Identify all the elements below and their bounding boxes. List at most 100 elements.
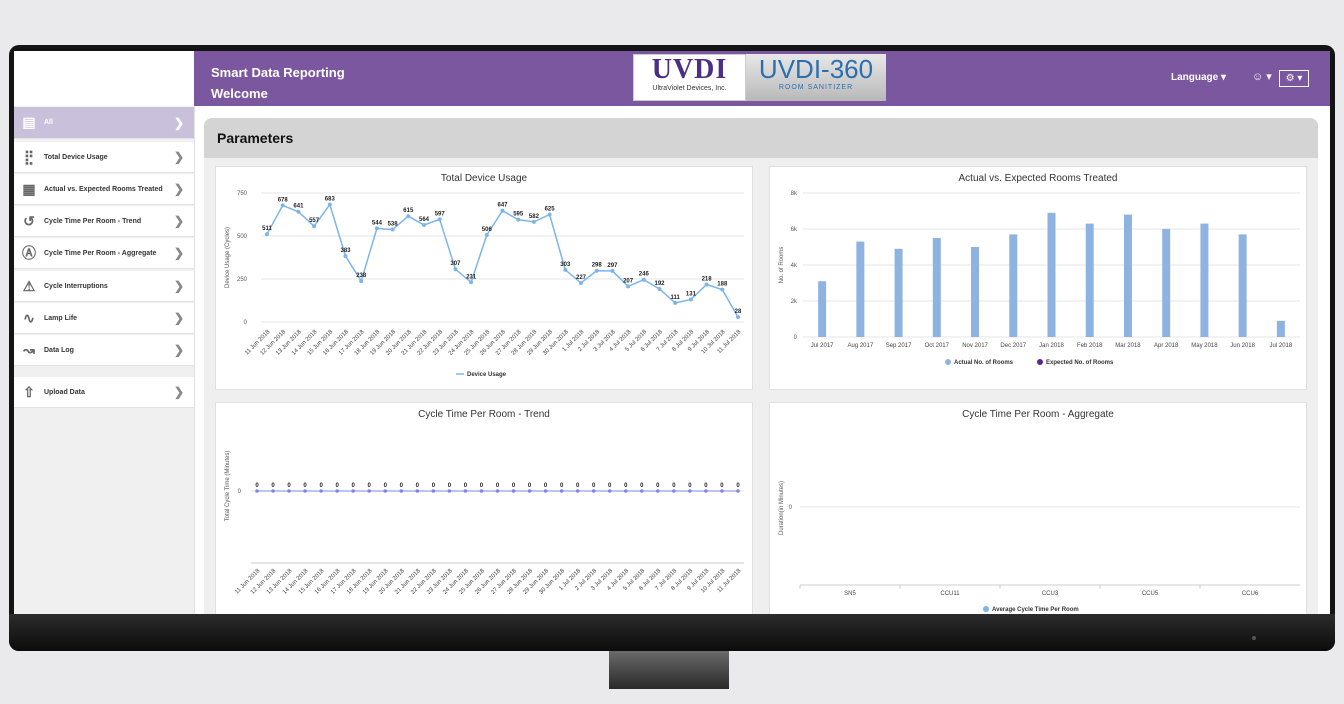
sidebar-item-label: Cycle Time Per Room - Trend <box>44 217 142 225</box>
bar-actual <box>1009 234 1018 337</box>
sidebar-item-cycle-time-aggregate[interactable]: Ⓐ Cycle Time Per Room - Aggregate ❯ <box>14 238 194 269</box>
sidebar-item-cycle-time-trend[interactable]: ↺ Cycle Time Per Room - Trend ❯ <box>14 206 194 237</box>
data-label: 0 <box>704 483 708 489</box>
data-point <box>287 489 291 493</box>
data-point <box>543 489 548 493</box>
data-label: 0 <box>255 483 259 489</box>
data-point <box>559 489 564 493</box>
data-point <box>547 212 552 217</box>
data-label: 506 <box>482 227 493 233</box>
data-point <box>390 227 395 232</box>
data-label: 111 <box>671 295 681 301</box>
x-tick-label: Sep 2017 <box>886 343 912 349</box>
legend-marker <box>1037 359 1043 365</box>
y-tick-label: 0 <box>789 505 793 511</box>
data-point <box>610 268 615 273</box>
y-tick-label: 6k <box>791 227 798 233</box>
data-point <box>437 217 442 222</box>
bar-actual <box>1238 234 1247 337</box>
data-point <box>343 254 348 259</box>
chevron-right-icon: ❯ <box>174 279 185 293</box>
data-point <box>563 267 568 272</box>
data-point <box>640 489 644 493</box>
chart-title: Cycle Time Per Room - Trend <box>418 409 550 420</box>
x-tick-label: CCU3 <box>1042 591 1059 597</box>
chart-title: Actual vs. Expected Rooms Treated <box>959 173 1118 184</box>
sidebar-item-actual-vs-expected[interactable]: ▦ Actual vs. Expected Rooms Treated ❯ <box>14 174 194 205</box>
data-label: 383 <box>340 248 351 254</box>
data-point <box>479 489 484 493</box>
uvdi-360-logo-subtext: ROOM SANITIZER <box>778 84 854 91</box>
data-label: 246 <box>639 272 650 278</box>
data-label: 647 <box>497 203 508 209</box>
sidebar-item-cycle-interruptions[interactable]: ⚠ Cycle Interruptions ❯ <box>14 271 194 302</box>
sidebar-item-label: Actual vs. Expected Rooms Treated <box>44 185 163 193</box>
rooms-icon: ▦ <box>22 180 36 197</box>
chevron-right-icon: ❯ <box>174 214 185 228</box>
data-point <box>415 489 420 493</box>
data-point <box>626 284 631 289</box>
data-point <box>280 203 285 208</box>
sidebar-item-lamp-life[interactable]: ∿ Lamp Life ❯ <box>14 303 194 334</box>
top-bar: Smart Data Reporting Welcome UVDI UltraV… <box>194 51 1330 106</box>
data-point <box>296 209 301 214</box>
data-label: 683 <box>325 197 336 203</box>
bar-actual <box>1200 223 1209 337</box>
y-tick-label: 500 <box>237 234 248 240</box>
data-point <box>469 280 474 285</box>
data-point <box>591 489 596 493</box>
sidebar-item-upload-data[interactable]: ⇧ Upload Data ❯ <box>14 377 194 408</box>
sidebar-item-label: Cycle Interruptions <box>44 282 108 290</box>
data-label: 238 <box>356 273 367 279</box>
data-point <box>527 489 532 493</box>
trend-icon: ↺ <box>23 212 35 229</box>
data-label: 227 <box>576 275 587 281</box>
data-label: 615 <box>403 208 414 214</box>
y-axis-label: Duration(in Minutes) <box>779 481 785 535</box>
data-point <box>720 287 725 292</box>
data-label: 0 <box>720 483 724 489</box>
data-label: 625 <box>545 207 556 213</box>
sidebar-item-total-device-usage[interactable]: ⣟ Total Device Usage ❯ <box>14 142 194 173</box>
y-tick-label: 250 <box>237 277 248 283</box>
bar-actual <box>1047 212 1056 337</box>
warning-icon: ⚠ <box>22 277 36 294</box>
sidebar-item-data-log[interactable]: ↝ Data Log ❯ <box>14 335 194 366</box>
bar-actual <box>1123 214 1132 337</box>
data-point <box>255 489 259 493</box>
data-point <box>736 315 740 320</box>
data-label: 0 <box>640 483 644 489</box>
user-menu[interactable]: ☺ ▾ <box>1252 71 1272 83</box>
uvdi-360-logo-text: UVDI-360 <box>758 54 874 84</box>
data-point <box>672 489 676 493</box>
data-point <box>516 217 521 222</box>
app-title-text: Smart Data Reporting <box>211 65 345 80</box>
sidebar-item-label: All <box>44 119 53 126</box>
data-label: 192 <box>654 281 665 287</box>
data-point <box>657 286 662 291</box>
data-label: 218 <box>702 277 713 283</box>
data-label: 0 <box>624 483 628 489</box>
data-label: 0 <box>287 483 291 489</box>
data-label: 303 <box>560 262 571 268</box>
data-label: 188 <box>717 282 728 288</box>
bar-actual <box>1162 229 1171 337</box>
chart-title: Total Device Usage <box>441 173 528 184</box>
legend-label: Average Cycle Time Per Room <box>992 607 1079 613</box>
settings-menu[interactable]: ⚙ ▾ <box>1279 70 1309 87</box>
chevron-right-icon: ❯ <box>174 246 185 260</box>
data-label: 0 <box>271 483 275 489</box>
data-label: 131 <box>686 291 697 297</box>
data-label: 0 <box>592 483 596 489</box>
x-tick-label: Feb 2018 <box>1077 343 1103 349</box>
sidebar-item-all[interactable]: ▤ All ❯ <box>14 107 194 139</box>
language-dropdown[interactable]: Language ▾ <box>1171 72 1227 83</box>
x-tick-label: Jan 2018 <box>1039 343 1064 349</box>
data-point <box>265 232 269 237</box>
data-point <box>367 489 372 493</box>
x-tick-label: Jul 2017 <box>811 343 834 349</box>
legend-label: Actual No. of Rooms <box>954 360 1014 366</box>
x-tick-label: Apr 2018 <box>1154 343 1179 349</box>
usage-icon: ⣟ <box>23 148 35 165</box>
data-point <box>406 214 411 219</box>
